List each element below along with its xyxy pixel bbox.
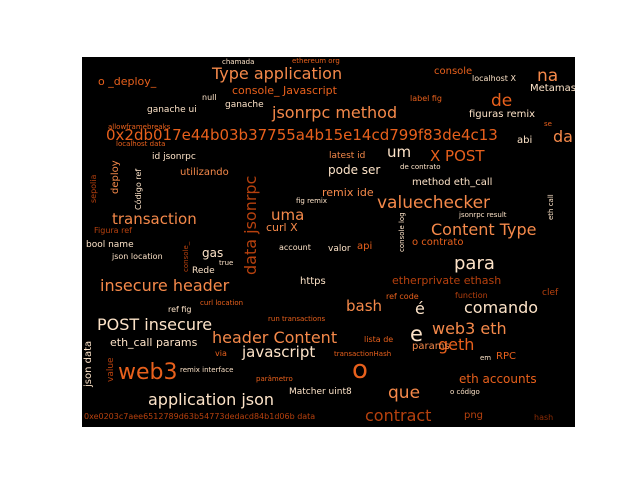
word: o _deploy_: [98, 75, 157, 88]
word: Content Type: [431, 220, 537, 239]
word: curl location: [200, 299, 244, 307]
word: POST insecure: [97, 315, 213, 334]
word: data jsonrpc: [241, 175, 260, 275]
word: json location: [112, 252, 163, 261]
word: curl X: [266, 221, 298, 234]
word: se: [544, 120, 552, 128]
word: de: [491, 91, 513, 111]
word: da: [553, 127, 573, 146]
word: true: [219, 259, 234, 267]
word: clef: [542, 288, 559, 298]
word: console: [434, 66, 473, 77]
word: json data: [83, 340, 94, 387]
word: via: [215, 349, 227, 358]
word: contract: [365, 406, 432, 425]
word: RPC: [496, 351, 516, 362]
word: transactionHash: [334, 350, 392, 358]
word: Type application: [212, 64, 343, 83]
word: console_ Javascript: [232, 84, 337, 97]
word: web3 eth: [432, 319, 507, 338]
word: console_: [182, 241, 190, 272]
word: insecure header: [100, 276, 230, 295]
word: header Content: [212, 328, 338, 347]
word: ref fig: [168, 305, 192, 314]
word: png: [464, 410, 484, 421]
word: em: [480, 354, 492, 362]
word: etherprivate ethash: [392, 274, 502, 287]
word: o: [352, 355, 368, 385]
word: label fig: [410, 94, 443, 103]
word: run transactions: [268, 315, 326, 323]
word: comando: [464, 298, 539, 317]
word: hash: [534, 413, 554, 422]
word: 0x2db017e44b03b37755a4b15e14cd799f83de4c…: [106, 126, 498, 144]
word: ganache: [225, 100, 264, 110]
word: abi: [517, 135, 533, 146]
word: localhost X: [472, 74, 516, 83]
word: é: [415, 299, 425, 318]
word: value: [106, 357, 116, 382]
word: que: [388, 383, 421, 403]
word: o código: [450, 388, 480, 396]
word: utilizando: [180, 167, 229, 178]
word-cloud: Type application 0x2db017e44b03b37755a4b…: [82, 57, 575, 427]
word: ganache ui: [147, 105, 197, 115]
word: web3: [118, 360, 178, 385]
word: latest id: [329, 151, 366, 161]
word: Rede: [192, 266, 215, 276]
word: eth_call params: [110, 336, 198, 349]
word: application json: [148, 390, 275, 409]
word: transaction: [112, 210, 197, 228]
word: javascript: [242, 343, 316, 361]
word: o contrato: [412, 237, 464, 248]
word: 0xe0203c7aee6512789d63b54773dedacd84b1d0…: [84, 412, 316, 421]
word: function: [455, 291, 488, 300]
word: valor: [328, 244, 351, 254]
word: id jsonrpc: [152, 152, 196, 162]
word: gas: [202, 246, 224, 260]
word: remix ide: [322, 186, 374, 199]
word: method eth_call: [412, 177, 493, 188]
word: para: [454, 253, 495, 274]
word: X POST: [430, 147, 485, 165]
word: jsonrpc result: [459, 211, 507, 219]
word: jsonrpc method: [272, 103, 398, 122]
word: Metamask: [530, 83, 575, 94]
word: de contrato: [400, 163, 441, 171]
word: bash: [346, 297, 383, 315]
word: null: [202, 93, 217, 102]
word: na: [537, 66, 559, 86]
word: ethereum org: [292, 57, 340, 65]
word: valuechecker: [377, 193, 491, 213]
word: allowframebreaks: [108, 123, 171, 131]
word: ref code: [386, 292, 419, 301]
word: params: [412, 341, 450, 352]
word: localhost data: [116, 140, 166, 148]
word: console log: [398, 212, 406, 252]
word: lista de: [364, 335, 394, 344]
word: parâmetro: [256, 375, 293, 383]
word: sepolia: [89, 174, 98, 203]
word: https: [300, 276, 326, 287]
word: e: [410, 322, 423, 346]
word: api: [357, 241, 373, 252]
word: account: [279, 243, 311, 252]
word: eth accounts: [459, 372, 537, 386]
word: um: [387, 143, 412, 161]
word: remix interface: [180, 366, 234, 374]
word: Código ref: [134, 168, 143, 210]
word: bool name: [86, 240, 134, 250]
word: deploy: [110, 160, 121, 194]
word: geth: [438, 335, 475, 354]
word: chamada: [222, 58, 255, 66]
word: uma: [271, 206, 305, 224]
word: Matcher uint8: [289, 387, 352, 397]
word: fig remix: [296, 197, 328, 205]
word: figuras remix: [469, 109, 536, 120]
word: Figura ref: [94, 226, 132, 235]
word: pode ser: [328, 163, 381, 177]
word: eth call: [547, 194, 555, 220]
